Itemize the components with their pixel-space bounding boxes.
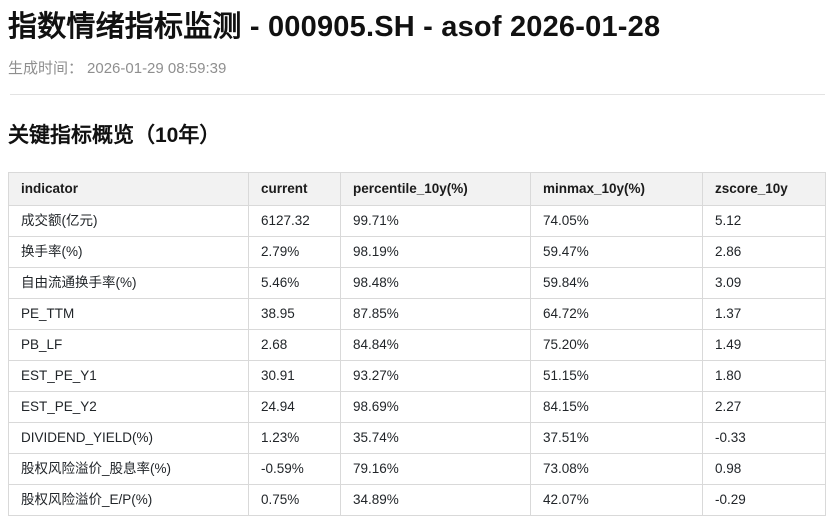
value-cell: 64.72% bbox=[530, 298, 703, 330]
indicator-cell: 自由流通换手率(%) bbox=[8, 267, 249, 299]
indicator-cell: PE_TTM bbox=[8, 298, 249, 330]
value-cell: 5.46% bbox=[248, 267, 341, 299]
generated-time-label: 生成时间： bbox=[8, 60, 84, 77]
value-cell: 3.09 bbox=[702, 267, 826, 299]
table-row: 自由流通换手率(%) 5.46% 98.48% 59.84% 3.09 bbox=[8, 267, 826, 299]
value-cell: 30.91 bbox=[248, 360, 341, 392]
value-cell: 1.80 bbox=[702, 360, 826, 392]
generated-time-value: 2026-01-29 08:59:39 bbox=[87, 60, 227, 77]
table-row: 成交额(亿元) 6127.32 99.71% 74.05% 5.12 bbox=[8, 205, 826, 237]
value-cell: 24.94 bbox=[248, 391, 341, 423]
value-cell: 75.20% bbox=[530, 329, 703, 361]
table-row: PE_TTM 38.95 87.85% 64.72% 1.37 bbox=[8, 298, 826, 330]
indicator-cell: EST_PE_Y1 bbox=[8, 360, 249, 392]
indicators-table: indicator current percentile_10y(%) minmax_… bbox=[8, 172, 826, 516]
table-row: DIVIDEND_YIELD(%) 1.23% 35.74% 37.51% -0.33 bbox=[8, 422, 826, 454]
value-cell: 84.15% bbox=[530, 391, 703, 423]
indicator-cell: 股权风险溢价_股息率(%) bbox=[8, 453, 249, 485]
value-cell: 98.48% bbox=[340, 267, 531, 299]
value-cell: 51.15% bbox=[530, 360, 703, 392]
value-cell: 42.07% bbox=[530, 484, 703, 516]
indicator-cell: PB_LF bbox=[8, 329, 249, 361]
value-cell: 2.86 bbox=[702, 236, 826, 268]
value-cell: 73.08% bbox=[530, 453, 703, 485]
value-cell: 34.89% bbox=[340, 484, 531, 516]
value-cell: -0.33 bbox=[702, 422, 826, 454]
value-cell: 2.27 bbox=[702, 391, 826, 423]
section-heading: 关键指标概览（10年） bbox=[8, 124, 221, 147]
value-cell: -0.59% bbox=[248, 453, 341, 485]
page-title: 指数情绪指标监测 - 000905.SH - asof 2026-01-28 bbox=[8, 11, 661, 43]
value-cell: 0.98 bbox=[702, 453, 826, 485]
value-cell: 59.47% bbox=[530, 236, 703, 268]
table-head: indicator current percentile_10y(%) minmax_… bbox=[8, 172, 826, 206]
value-cell: 2.79% bbox=[248, 236, 341, 268]
value-cell: 6127.32 bbox=[248, 205, 341, 237]
column-header: current bbox=[248, 172, 341, 206]
column-header: minmax_10y(%) bbox=[530, 172, 703, 206]
indicator-cell: 换手率(%) bbox=[8, 236, 249, 268]
value-cell: 1.23% bbox=[248, 422, 341, 454]
value-cell: 59.84% bbox=[530, 267, 703, 299]
value-cell: 2.68 bbox=[248, 329, 341, 361]
generated-time: 生成时间： 2026-01-29 08:59:39 bbox=[8, 60, 825, 78]
value-cell: 0.75% bbox=[248, 484, 341, 516]
value-cell: -0.29 bbox=[702, 484, 826, 516]
value-cell: 93.27% bbox=[340, 360, 531, 392]
column-header: percentile_10y(%) bbox=[340, 172, 531, 206]
table-row: 换手率(%) 2.79% 98.19% 59.47% 2.86 bbox=[8, 236, 826, 268]
indicator-cell: EST_PE_Y2 bbox=[8, 391, 249, 423]
value-cell: 1.37 bbox=[702, 298, 826, 330]
value-cell: 38.95 bbox=[248, 298, 341, 330]
value-cell: 74.05% bbox=[530, 205, 703, 237]
table-body: 成交额(亿元) 6127.32 99.71% 74.05% 5.12 换手率(%) 2.79… bbox=[8, 205, 826, 516]
value-cell: 99.71% bbox=[340, 205, 531, 237]
value-cell: 37.51% bbox=[530, 422, 703, 454]
value-cell: 79.16% bbox=[340, 453, 531, 485]
table-row: EST_PE_Y2 24.94 98.69% 84.15% 2.27 bbox=[8, 391, 826, 423]
value-cell: 1.49 bbox=[702, 329, 826, 361]
value-cell: 84.84% bbox=[340, 329, 531, 361]
value-cell: 5.12 bbox=[702, 205, 826, 237]
value-cell: 98.69% bbox=[340, 391, 531, 423]
indicator-cell: 股权风险溢价_E/P(%) bbox=[8, 484, 249, 516]
column-header: indicator bbox=[8, 172, 249, 206]
table-row: PB_LF 2.68 84.84% 75.20% 1.49 bbox=[8, 329, 826, 361]
table-row: 股权风险溢价_股息率(%) -0.59% 79.16% 73.08% 0.98 bbox=[8, 453, 826, 485]
indicator-cell: 成交额(亿元) bbox=[8, 205, 249, 237]
divider bbox=[10, 94, 825, 95]
value-cell: 98.19% bbox=[340, 236, 531, 268]
table-row: EST_PE_Y1 30.91 93.27% 51.15% 1.80 bbox=[8, 360, 826, 392]
value-cell: 35.74% bbox=[340, 422, 531, 454]
indicator-cell: DIVIDEND_YIELD(%) bbox=[8, 422, 249, 454]
table-header-row: indicator current percentile_10y(%) minmax_… bbox=[8, 172, 826, 206]
table-row: 股权风险溢价_E/P(%) 0.75% 34.89% 42.07% -0.29 bbox=[8, 484, 826, 516]
value-cell: 87.85% bbox=[340, 298, 531, 330]
column-header: zscore_10y bbox=[702, 172, 826, 206]
